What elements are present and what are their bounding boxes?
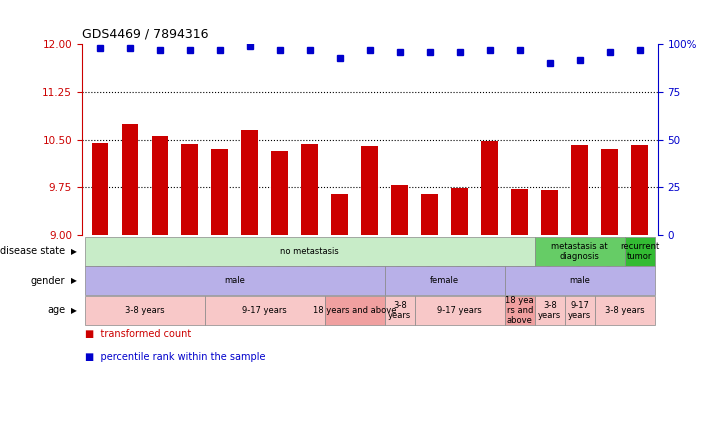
Bar — [361, 146, 378, 235]
Text: 9-17
years: 9-17 years — [568, 301, 592, 320]
Text: female: female — [430, 276, 459, 286]
Bar — [451, 189, 468, 235]
Text: 3-8 years: 3-8 years — [605, 306, 644, 315]
Text: 9-17 years: 9-17 years — [437, 306, 482, 315]
Bar — [572, 145, 588, 235]
Bar — [301, 144, 318, 235]
Text: male: male — [224, 276, 245, 286]
Text: ■  percentile rank within the sample: ■ percentile rank within the sample — [85, 352, 266, 363]
Bar — [511, 189, 528, 235]
Text: age: age — [48, 305, 65, 316]
Text: no metastasis: no metastasis — [280, 247, 339, 256]
Bar — [422, 194, 438, 235]
Text: 3-8
years: 3-8 years — [388, 301, 412, 320]
Bar — [92, 143, 108, 235]
Text: GDS4469 / 7894316: GDS4469 / 7894316 — [82, 27, 208, 40]
Bar — [242, 130, 258, 235]
Text: 18 yea
rs and
above: 18 yea rs and above — [506, 296, 534, 325]
Bar — [272, 151, 288, 235]
Bar — [602, 149, 618, 235]
Bar — [392, 185, 408, 235]
Text: ▶: ▶ — [71, 247, 77, 256]
Text: 18 years and above: 18 years and above — [313, 306, 397, 315]
Bar — [122, 124, 138, 235]
Bar — [181, 144, 198, 235]
Text: disease state: disease state — [0, 246, 65, 256]
Bar — [631, 145, 648, 235]
Text: ▶: ▶ — [71, 276, 77, 286]
Bar — [481, 141, 498, 235]
Text: 3-8
years: 3-8 years — [538, 301, 561, 320]
Text: ■  transformed count: ■ transformed count — [85, 329, 191, 339]
Text: metastasis at
diagnosis: metastasis at diagnosis — [551, 242, 608, 261]
Text: ▶: ▶ — [71, 306, 77, 315]
Text: recurrent
tumor: recurrent tumor — [620, 242, 659, 261]
Bar — [151, 136, 168, 235]
Text: male: male — [570, 276, 590, 286]
Bar — [211, 149, 228, 235]
Bar — [542, 190, 558, 235]
Text: 3-8 years: 3-8 years — [125, 306, 164, 315]
Text: 9-17 years: 9-17 years — [242, 306, 287, 315]
Text: gender: gender — [31, 276, 65, 286]
Bar — [331, 194, 348, 235]
